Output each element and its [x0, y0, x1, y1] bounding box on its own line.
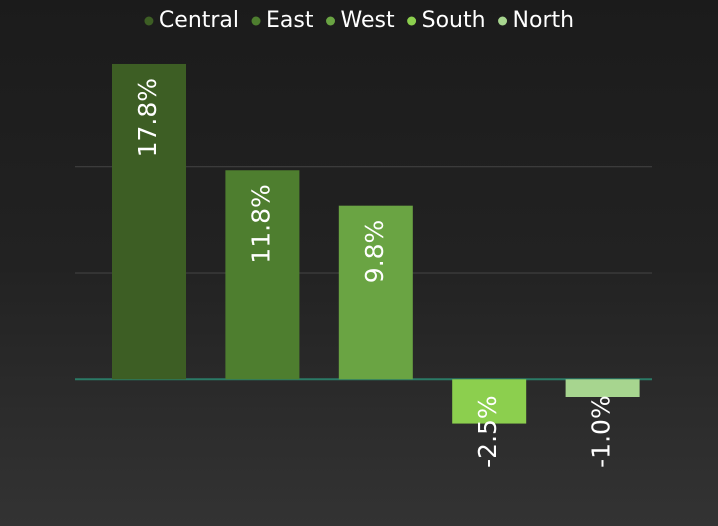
legend-marker — [144, 17, 153, 26]
value-label: -2.5% — [473, 395, 502, 468]
value-label: 11.8% — [246, 184, 275, 263]
chart: 17.8% 11.8% 9.8% -2.5% -1.0% Central East West… — [0, 0, 718, 526]
legend-marker — [326, 17, 335, 26]
bar — [566, 379, 640, 397]
legend-item: Central — [144, 8, 239, 33]
legend-label: North — [513, 8, 575, 33]
value-label: 9.8% — [360, 220, 389, 284]
legend-marker — [407, 17, 416, 26]
legend-marker — [498, 17, 507, 26]
value-label: -1.0% — [587, 395, 616, 468]
value-label: 17.8% — [133, 78, 162, 157]
legend-marker — [252, 17, 261, 26]
legend-label: East — [266, 8, 314, 33]
legend-label: West — [341, 8, 395, 33]
legend-label: South — [422, 8, 486, 33]
legend-label: Central — [159, 8, 239, 33]
